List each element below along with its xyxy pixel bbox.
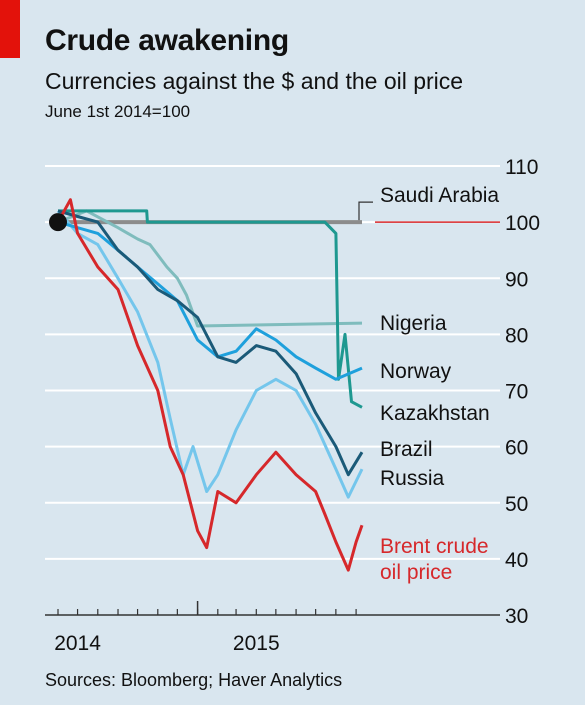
series-line-norway	[57, 220, 363, 381]
series-line-kazakhstan	[58, 209, 363, 409]
label-brent-line1: Brent crude	[380, 535, 489, 558]
x-axis: 2014 2015	[54, 601, 357, 655]
y-tick-label-40: 40	[505, 549, 528, 572]
unit-note: June 1st 2014=100	[45, 102, 191, 121]
y-tick-label-60: 60	[505, 437, 528, 460]
y-tick-label-90: 90	[505, 268, 528, 291]
label-saudi-arabia: Saudi Arabia	[380, 184, 499, 207]
y-tick-label-70: 70	[505, 381, 528, 404]
accent-bar	[0, 0, 20, 58]
chart-title: Crude awakening	[45, 24, 289, 57]
series-line-brazil	[57, 209, 364, 477]
label-brent-line2: oil price	[380, 561, 452, 584]
series-labels: Saudi Arabia Nigeria Norway Kazakhstan B…	[380, 184, 499, 584]
index-start-marker	[49, 213, 67, 232]
series-line-nigeria	[57, 209, 363, 328]
label-kazakhstan: Kazakhstan	[380, 402, 490, 425]
label-nigeria: Nigeria	[380, 312, 447, 335]
label-norway: Norway	[380, 360, 452, 383]
y-tick-label-50: 50	[505, 493, 528, 516]
chart-subtitle: Currencies against the $ and the oil pri…	[45, 68, 464, 94]
source-note: Sources: Bloomberg; Haver Analytics	[45, 670, 343, 690]
y-tick-label-30: 30	[505, 605, 528, 628]
series-lines	[49, 198, 500, 572]
series-line-russia	[56, 209, 364, 499]
y-tick-label-80: 80	[505, 324, 528, 347]
label-russia: Russia	[380, 467, 445, 490]
x-tick-label-2015: 2015	[233, 632, 280, 655]
series-line-brent-crude-oil-price	[56, 198, 364, 572]
label-brazil: Brazil	[380, 438, 433, 461]
y-tick-label-100: 100	[505, 212, 540, 235]
y-tick-label-110: 110	[505, 156, 538, 179]
y-axis-tick-labels: 30 40 50 60 70 80 90 100 110	[505, 156, 540, 628]
saudi-label-leader	[358, 201, 373, 221]
x-tick-label-2014: 2014	[54, 632, 101, 655]
